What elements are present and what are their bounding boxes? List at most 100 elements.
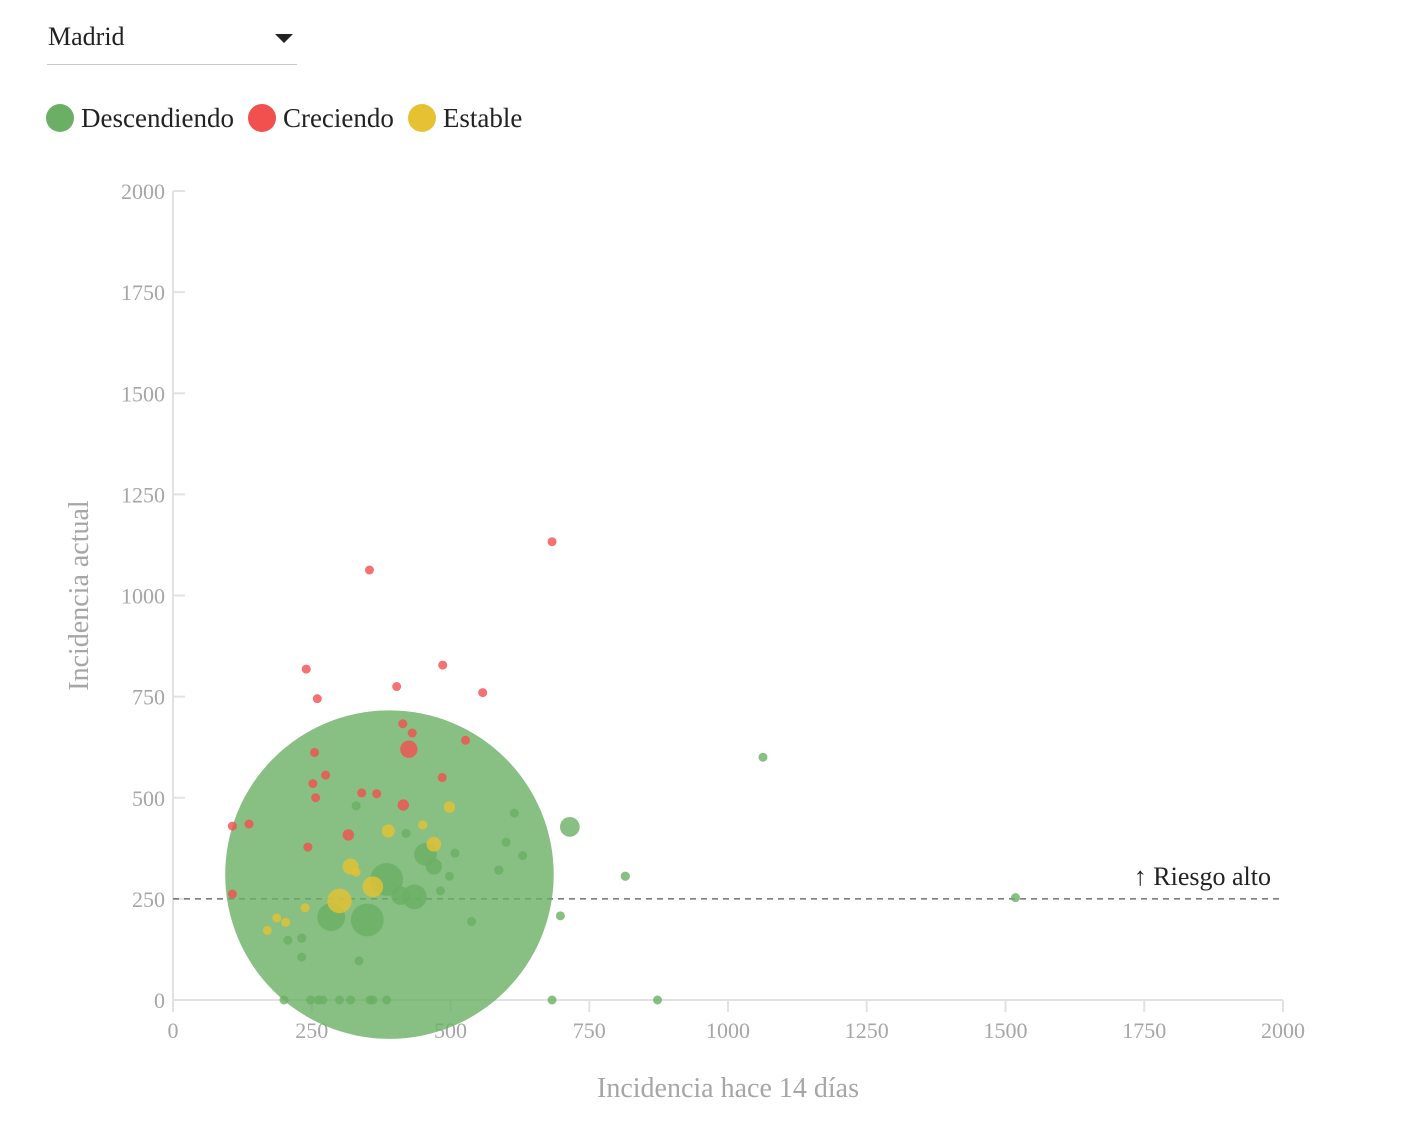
- legend-label-creciendo: Creciendo: [282, 102, 394, 133]
- y-tick-label: 250: [132, 887, 165, 912]
- data-point-creciendo[interactable]: [321, 770, 331, 780]
- data-point-creciendo[interactable]: [310, 747, 320, 757]
- x-tick-label: 2000: [1261, 1018, 1305, 1043]
- data-point-creciendo[interactable]: [357, 788, 367, 798]
- data-point-creciendo[interactable]: [342, 829, 355, 841]
- data-point-estable[interactable]: [327, 888, 352, 914]
- data-point-descendiendo[interactable]: [444, 871, 454, 881]
- data-point-descendiendo[interactable]: [351, 801, 361, 811]
- data-point-estable[interactable]: [262, 925, 272, 935]
- x-tick-label: 750: [573, 1018, 606, 1043]
- data-point-descendiendo[interactable]: [306, 995, 316, 1005]
- data-point-descendiendo[interactable]: [350, 903, 384, 937]
- data-point-estable[interactable]: [272, 913, 282, 923]
- data-point-descendiendo[interactable]: [559, 817, 580, 837]
- legend-swatch-descendiendo: [46, 104, 74, 132]
- data-point-estable[interactable]: [443, 801, 456, 813]
- data-point-descendiendo[interactable]: [346, 995, 356, 1005]
- data-point-creciendo[interactable]: [398, 719, 408, 729]
- data-point-descendiendo[interactable]: [382, 995, 392, 1005]
- data-point-descendiendo[interactable]: [509, 808, 519, 818]
- data-point-descendiendo[interactable]: [401, 828, 411, 838]
- chevron-down-icon: [275, 34, 293, 43]
- data-point-creciendo[interactable]: [400, 740, 418, 758]
- data-points: [225, 537, 1020, 1039]
- data-point-estable[interactable]: [351, 867, 361, 877]
- legend-item-descendiendo: Descendiendo: [46, 103, 234, 134]
- y-axis-title: Incidencia actual: [64, 500, 95, 691]
- data-point-descendiendo[interactable]: [494, 865, 504, 875]
- legend: Descendiendo Creciendo Estable: [46, 100, 522, 136]
- legend-swatch-estable: [407, 104, 436, 132]
- data-point-estable[interactable]: [362, 876, 384, 898]
- data-point-creciendo[interactable]: [244, 819, 254, 829]
- x-tick-label: 1500: [984, 1018, 1028, 1043]
- y-tick-label: 0: [154, 988, 165, 1013]
- y-tick-label: 1500: [121, 381, 165, 406]
- legend-label-descendiendo: Descendiendo: [81, 102, 234, 133]
- data-point-creciendo[interactable]: [364, 565, 374, 575]
- data-point-creciendo[interactable]: [437, 773, 447, 783]
- data-point-descendiendo[interactable]: [467, 917, 477, 927]
- data-point-creciendo[interactable]: [308, 779, 318, 789]
- data-point-descendiendo[interactable]: [283, 935, 293, 945]
- data-point-descendiendo[interactable]: [368, 995, 378, 1005]
- data-point-descendiendo[interactable]: [436, 886, 446, 896]
- data-point-creciendo[interactable]: [312, 694, 322, 704]
- data-point-descendiendo[interactable]: [425, 858, 442, 875]
- data-point-descendiendo[interactable]: [501, 837, 511, 847]
- data-point-descendiendo[interactable]: [318, 995, 328, 1005]
- legend-item-estable: Estable: [407, 102, 523, 134]
- data-point-descendiendo[interactable]: [354, 956, 364, 966]
- data-point-descendiendo[interactable]: [297, 952, 307, 962]
- data-point-creciendo[interactable]: [227, 889, 237, 899]
- legend-label-estable: Estable: [442, 102, 523, 133]
- data-point-descendiendo[interactable]: [279, 995, 289, 1005]
- y-tick-label: 1250: [121, 482, 165, 507]
- x-tick-label: 0: [168, 1018, 179, 1043]
- data-point-descendiendo[interactable]: [620, 871, 630, 881]
- y-tick-label: 1000: [121, 584, 165, 609]
- data-point-descendiendo[interactable]: [450, 848, 460, 858]
- data-point-estable[interactable]: [281, 917, 291, 927]
- legend-swatch-creciendo: [247, 104, 276, 132]
- risk-threshold-label: ↑ Riesgo alto: [1134, 862, 1271, 891]
- data-point-creciendo[interactable]: [397, 799, 410, 811]
- data-point-estable[interactable]: [426, 836, 442, 852]
- data-point-creciendo[interactable]: [460, 735, 470, 745]
- data-point-descendiendo[interactable]: [391, 886, 410, 905]
- region-dropdown-value: Madrid: [48, 22, 125, 51]
- data-point-creciendo[interactable]: [547, 537, 557, 547]
- data-point-descendiendo[interactable]: [547, 995, 557, 1005]
- x-tick-label: 1000: [706, 1018, 750, 1043]
- y-tick-label: 2000: [121, 179, 165, 204]
- data-point-creciendo[interactable]: [301, 664, 311, 674]
- y-tick-label: 1750: [121, 280, 165, 305]
- data-point-creciendo[interactable]: [372, 789, 382, 799]
- x-tick-label: 1750: [1122, 1018, 1166, 1043]
- data-point-estable[interactable]: [418, 820, 428, 830]
- data-point-descendiendo[interactable]: [297, 933, 307, 943]
- y-tick-label: 750: [132, 685, 165, 710]
- data-point-descendiendo[interactable]: [555, 911, 565, 921]
- data-point-creciendo[interactable]: [438, 660, 448, 670]
- data-point-creciendo[interactable]: [227, 821, 237, 831]
- data-point-creciendo[interactable]: [478, 688, 488, 698]
- data-point-descendiendo[interactable]: [758, 752, 768, 762]
- data-point-descendiendo[interactable]: [518, 851, 528, 861]
- legend-item-creciendo: Creciendo: [247, 102, 394, 134]
- data-point-creciendo[interactable]: [407, 728, 417, 738]
- data-point-descendiendo[interactable]: [335, 995, 344, 1005]
- data-point-estable[interactable]: [381, 824, 395, 838]
- data-point-creciendo[interactable]: [303, 842, 313, 852]
- risk-threshold: ↑ Riesgo alto: [173, 862, 1283, 900]
- region-dropdown[interactable]: Madrid: [47, 18, 297, 65]
- x-tick-label: 1250: [845, 1018, 889, 1043]
- data-point-estable[interactable]: [300, 903, 310, 913]
- data-point-creciendo[interactable]: [311, 793, 321, 803]
- y-tick-label: 500: [132, 786, 165, 811]
- data-point-descendiendo[interactable]: [1010, 893, 1020, 903]
- data-point-creciendo[interactable]: [392, 682, 402, 692]
- data-point-descendiendo[interactable]: [653, 995, 663, 1005]
